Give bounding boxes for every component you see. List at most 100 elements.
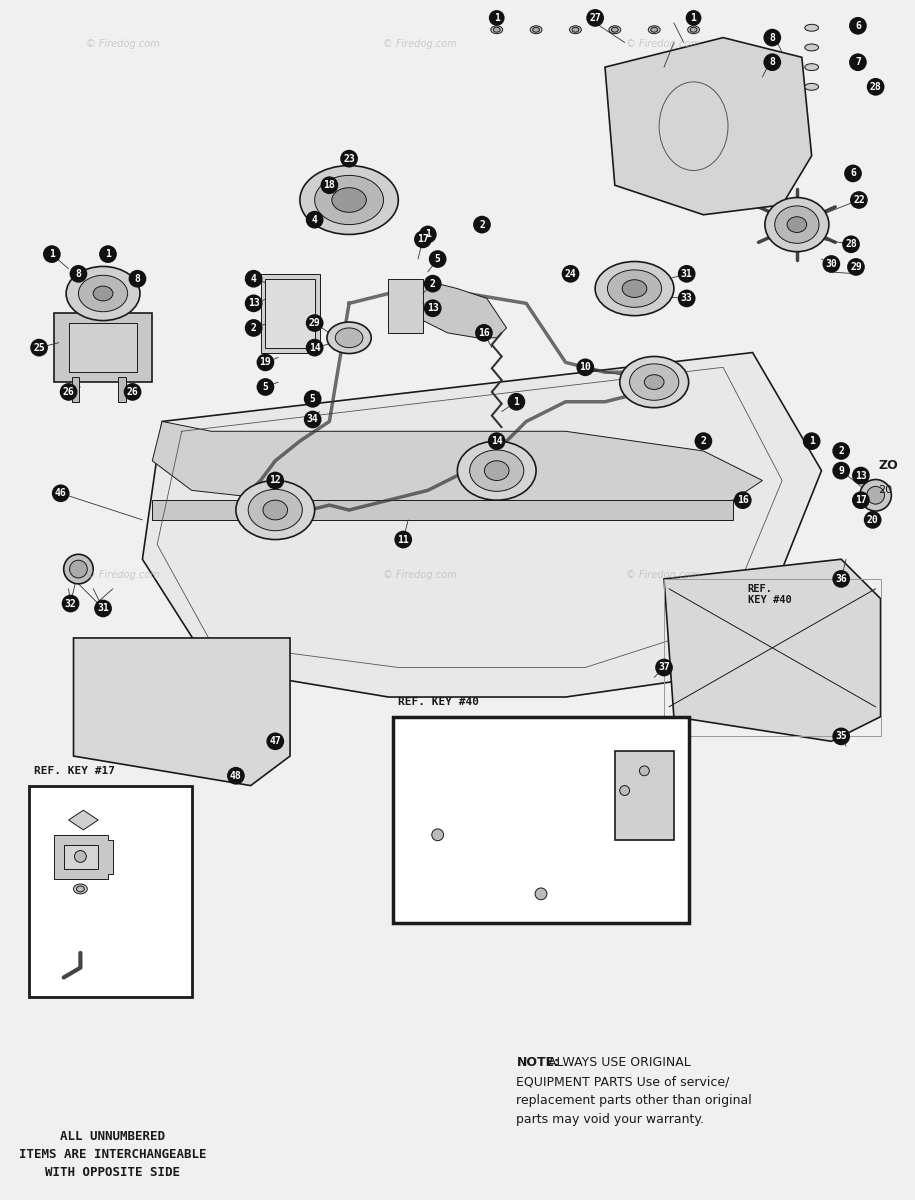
Circle shape: [94, 600, 112, 617]
Circle shape: [122, 847, 139, 865]
Circle shape: [475, 324, 493, 342]
Text: 33: 33: [681, 294, 693, 304]
Text: 41: 41: [639, 751, 651, 761]
Polygon shape: [152, 500, 733, 520]
Circle shape: [833, 727, 850, 745]
Text: 12: 12: [269, 475, 281, 486]
Ellipse shape: [595, 262, 673, 316]
Polygon shape: [54, 835, 113, 880]
Text: 2: 2: [479, 220, 485, 229]
Ellipse shape: [93, 286, 113, 301]
Ellipse shape: [490, 25, 502, 34]
Text: 20: 20: [867, 515, 878, 524]
Bar: [664, 578, 880, 737]
Circle shape: [847, 258, 865, 276]
Ellipse shape: [74, 851, 86, 863]
Text: 26: 26: [126, 386, 138, 397]
Circle shape: [833, 442, 850, 460]
Circle shape: [833, 570, 850, 588]
Circle shape: [227, 767, 245, 785]
Text: 8: 8: [770, 32, 775, 43]
Circle shape: [59, 383, 78, 401]
Ellipse shape: [608, 270, 662, 307]
Ellipse shape: [484, 461, 509, 480]
Ellipse shape: [458, 442, 536, 500]
Circle shape: [852, 491, 870, 509]
Text: 29: 29: [308, 318, 320, 328]
Text: 42: 42: [451, 751, 463, 761]
Text: ALL UNNUMBERED
ITEMS ARE INTERCHANGEABLE
WITH OPPOSITE SIDE: ALL UNNUMBERED ITEMS ARE INTERCHANGEABLE…: [19, 1130, 207, 1180]
Ellipse shape: [649, 25, 660, 34]
Text: 31: 31: [97, 604, 109, 613]
Text: 23: 23: [343, 154, 355, 163]
Text: REF. KEY #40: REF. KEY #40: [398, 697, 479, 707]
Bar: [69, 323, 137, 372]
Text: 8: 8: [135, 274, 140, 283]
Ellipse shape: [533, 28, 540, 32]
Text: 2: 2: [838, 446, 845, 456]
Circle shape: [113, 880, 132, 898]
Circle shape: [113, 944, 132, 961]
Ellipse shape: [805, 44, 819, 50]
Text: © Firedog.com: © Firedog.com: [86, 38, 159, 48]
Text: 16: 16: [478, 328, 490, 338]
Text: 1: 1: [691, 13, 696, 23]
Circle shape: [245, 319, 263, 337]
Bar: [261, 274, 319, 353]
Circle shape: [256, 378, 274, 396]
Circle shape: [340, 150, 358, 168]
Ellipse shape: [66, 266, 140, 320]
Circle shape: [419, 226, 436, 244]
Text: 43: 43: [589, 751, 601, 761]
Text: 5: 5: [435, 254, 441, 264]
Ellipse shape: [73, 884, 87, 894]
Circle shape: [849, 17, 867, 35]
Circle shape: [562, 265, 579, 283]
Circle shape: [414, 230, 432, 248]
Text: © Firedog.com: © Firedog.com: [626, 38, 700, 48]
Text: 1: 1: [105, 250, 111, 259]
Polygon shape: [389, 283, 507, 337]
Text: 35: 35: [835, 731, 847, 742]
Text: 32: 32: [65, 599, 77, 608]
Circle shape: [678, 289, 695, 307]
Text: 44: 44: [117, 948, 129, 958]
Ellipse shape: [619, 356, 689, 408]
Text: © Firedog.com: © Firedog.com: [626, 570, 700, 580]
Text: 31: 31: [681, 269, 693, 278]
Polygon shape: [605, 37, 812, 215]
Text: 8: 8: [770, 58, 775, 67]
Circle shape: [489, 10, 504, 25]
Text: 37: 37: [658, 662, 670, 672]
Text: 2: 2: [251, 323, 256, 332]
Bar: [29, 786, 191, 997]
Circle shape: [245, 294, 263, 312]
Bar: [615, 751, 673, 840]
Text: ALWAYS USE ORIGINAL
EQUIPMENT PARTS Use of service/
replacement parts other than: ALWAYS USE ORIGINAL EQUIPMENT PARTS Use …: [516, 1056, 752, 1127]
Ellipse shape: [64, 554, 93, 584]
Ellipse shape: [805, 83, 819, 90]
Circle shape: [113, 806, 132, 824]
Circle shape: [864, 511, 881, 529]
Bar: [118, 377, 125, 402]
Circle shape: [587, 748, 604, 764]
Text: 39: 39: [658, 859, 670, 869]
Circle shape: [685, 10, 702, 25]
Text: 24: 24: [565, 269, 576, 278]
Ellipse shape: [535, 888, 547, 900]
Ellipse shape: [622, 280, 647, 298]
Text: 17: 17: [855, 496, 867, 505]
Circle shape: [43, 245, 60, 263]
Circle shape: [655, 826, 673, 844]
Bar: [389, 278, 423, 332]
Text: REF.
KEY #40: REF. KEY #40: [748, 584, 791, 606]
Text: 18: 18: [324, 180, 335, 191]
Text: NOTE:: NOTE:: [516, 1056, 560, 1069]
Circle shape: [424, 300, 442, 317]
Text: 9: 9: [838, 466, 845, 475]
Ellipse shape: [619, 786, 630, 796]
Circle shape: [587, 10, 604, 26]
Circle shape: [655, 856, 673, 874]
Text: 27: 27: [589, 13, 601, 23]
Ellipse shape: [630, 364, 679, 401]
